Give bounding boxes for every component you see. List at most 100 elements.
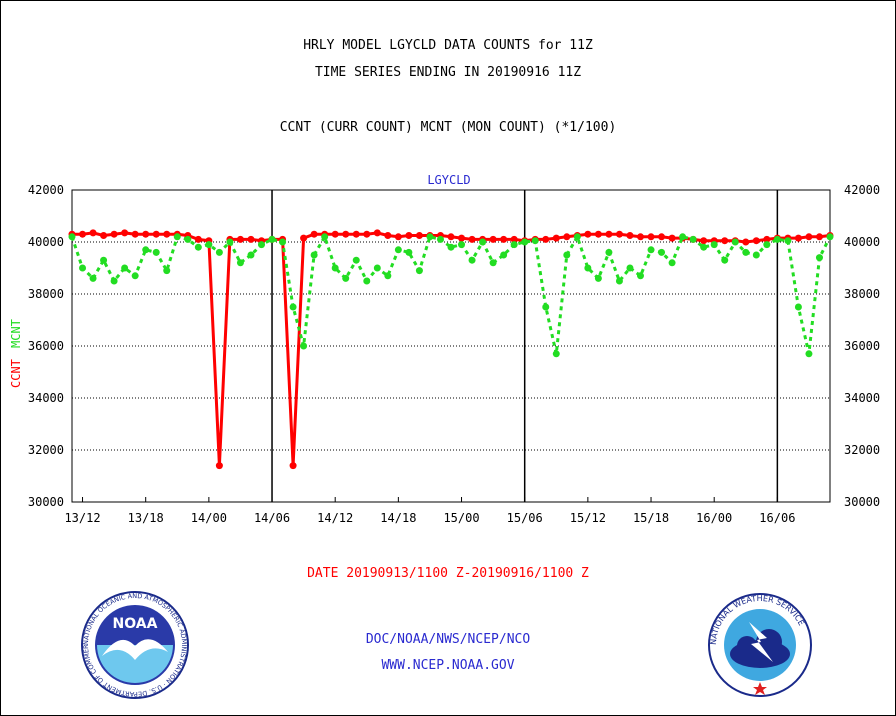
data-point-mcnt (500, 251, 508, 259)
data-point-ccnt (658, 233, 666, 241)
data-point-ccnt (510, 235, 518, 243)
data-point-mcnt (573, 233, 581, 241)
x-tick-label: 14/06 (254, 511, 290, 525)
data-point-mcnt (384, 272, 392, 280)
y-tick-label-left: 34000 (28, 391, 64, 405)
data-point-mcnt (163, 267, 171, 275)
x-tick-label: 15/12 (570, 511, 606, 525)
date-range-label: DATE 20190913/1100 Z-20190916/1100 Z (307, 566, 589, 581)
x-tick-label: 14/18 (380, 511, 416, 525)
data-point-mcnt (89, 274, 97, 282)
data-point-mcnt (531, 237, 539, 245)
data-point-ccnt (131, 230, 139, 238)
data-point-ccnt (721, 237, 729, 245)
data-point-mcnt (100, 256, 108, 264)
x-tick-label: 13/12 (64, 511, 100, 525)
data-point-ccnt (142, 230, 150, 238)
data-point-ccnt (152, 230, 160, 238)
x-tick-label: 16/00 (696, 511, 732, 525)
data-point-mcnt (236, 259, 244, 267)
data-point-ccnt (700, 237, 708, 245)
data-point-mcnt (247, 251, 255, 259)
data-point-mcnt (805, 350, 813, 358)
data-point-mcnt (637, 272, 644, 280)
data-point-mcnt (784, 237, 792, 245)
data-point-mcnt (131, 272, 139, 280)
y-tick-label-right: 32000 (844, 443, 880, 457)
y-tick-label-left: 42000 (28, 183, 64, 197)
tick-layer: 30000 30000 32000 32000 34000 34000 36000 36000… (28, 183, 880, 525)
data-point-ccnt (542, 235, 550, 243)
data-point-mcnt (710, 241, 718, 249)
data-point-mcnt (689, 235, 697, 243)
data-point-mcnt (468, 256, 476, 264)
data-point-ccnt (415, 232, 423, 239)
series-layer (68, 229, 834, 470)
data-point-mcnt (763, 241, 771, 249)
x-tick-label: 15/06 (507, 511, 543, 525)
data-point-ccnt (394, 233, 402, 241)
data-point-ccnt (605, 230, 613, 238)
data-point-mcnt (363, 277, 371, 285)
noaa-logo: NOAA NATIONAL OCEANIC AND ATMOSPHERIC AD… (80, 590, 189, 699)
data-point-mcnt (510, 241, 518, 249)
data-point-mcnt (679, 233, 687, 241)
data-point-ccnt (236, 235, 244, 243)
data-point-mcnt (342, 274, 350, 282)
data-point-mcnt (194, 243, 202, 251)
data-point-ccnt (121, 229, 129, 237)
data-point-mcnt (321, 233, 329, 241)
data-point-ccnt (563, 233, 571, 241)
data-point-mcnt (458, 241, 466, 249)
y-tick-label-right: 34000 (844, 391, 880, 405)
chart-svg: 30000 30000 32000 32000 34000 34000 36000 36000… (9, 173, 880, 525)
data-point-mcnt (205, 241, 213, 249)
data-point-ccnt (363, 230, 371, 238)
data-point-mcnt (731, 238, 739, 246)
data-point-ccnt (163, 230, 171, 238)
data-point-ccnt (194, 235, 202, 243)
data-point-ccnt (552, 234, 560, 242)
data-point-mcnt (668, 259, 676, 267)
data-point-mcnt (110, 277, 118, 285)
data-point-ccnt (310, 230, 318, 238)
data-point-ccnt (247, 235, 255, 243)
data-point-mcnt (215, 248, 223, 256)
data-point-ccnt (742, 238, 750, 246)
y-tick-label-left: 38000 (28, 287, 64, 301)
data-point-mcnt (331, 264, 339, 272)
data-point-ccnt (384, 232, 392, 239)
data-point-mcnt (721, 256, 729, 264)
data-point-mcnt (742, 248, 750, 256)
data-point-ccnt (373, 229, 381, 237)
x-tick-label: 13/18 (128, 511, 164, 525)
data-point-mcnt (584, 264, 592, 272)
plot-title: LGYCLD (427, 173, 470, 187)
data-point-ccnt (763, 235, 771, 243)
data-point-mcnt (489, 259, 497, 267)
data-point-ccnt (458, 234, 466, 242)
data-point-mcnt (310, 251, 318, 259)
y-tick-label-right: 38000 (844, 287, 880, 301)
footer-url[interactable]: WWW.NCEP.NOAA.GOV (381, 658, 515, 673)
data-point-ccnt (794, 234, 802, 242)
data-point-mcnt (121, 264, 129, 272)
data-point-ccnt (752, 237, 760, 245)
series-line-mcnt (70, 233, 832, 355)
data-point-ccnt (626, 232, 634, 239)
data-point-mcnt (521, 238, 529, 246)
data-point-ccnt (584, 230, 592, 238)
data-point-mcnt (752, 251, 760, 259)
data-point-mcnt (542, 303, 550, 311)
data-point-mcnt (563, 251, 571, 259)
data-point-mcnt (394, 246, 402, 254)
data-point-mcnt (794, 303, 802, 311)
data-point-mcnt (173, 233, 181, 241)
data-point-ccnt (405, 232, 413, 239)
x-tick-label: 15/18 (633, 511, 669, 525)
footer-org: DOC/NOAA/NWS/NCEP/NCO (365, 632, 531, 647)
series-line-ccnt (72, 231, 831, 466)
data-point-mcnt (152, 248, 160, 256)
data-point-mcnt (68, 233, 76, 241)
y-tick-label-left: 30000 (28, 495, 64, 509)
